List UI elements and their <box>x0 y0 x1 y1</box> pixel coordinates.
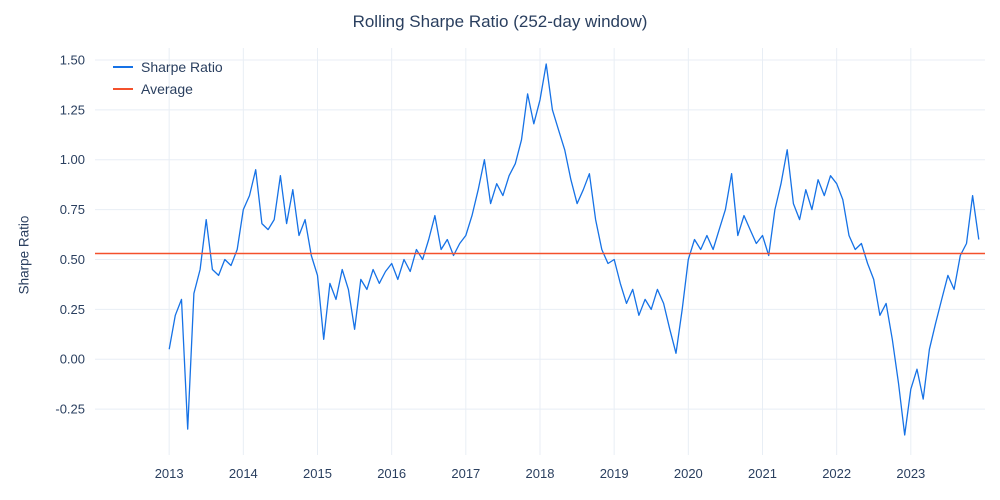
legend-label-average: Average <box>141 81 193 97</box>
x-tick-label: 2013 <box>155 466 184 481</box>
x-tick-label: 2021 <box>748 466 777 481</box>
x-tick-label: 2018 <box>526 466 555 481</box>
x-tick-label: 2017 <box>451 466 480 481</box>
y-tick-label: 1.50 <box>60 52 85 67</box>
y-tick-label: 0.25 <box>60 302 85 317</box>
legend-item-average[interactable]: Average <box>113 78 223 100</box>
y-tick-label: 0.75 <box>60 202 85 217</box>
average-line-swatch <box>113 88 133 90</box>
x-tick-label: 2019 <box>600 466 629 481</box>
y-tick-label: 0.00 <box>60 352 85 367</box>
legend-label-sharpe-ratio: Sharpe Ratio <box>141 59 223 75</box>
sharpe-ratio-line <box>168 63 980 436</box>
x-tick-label: 2022 <box>822 466 851 481</box>
y-axis-label: Sharpe Ratio <box>16 215 32 295</box>
gridlines <box>95 48 985 455</box>
legend: Sharpe Ratio Average <box>113 56 223 100</box>
legend-item-sharpe-ratio[interactable]: Sharpe Ratio <box>113 56 223 78</box>
y-tick-label: -0.25 <box>55 402 85 417</box>
x-tick-label: 2016 <box>377 466 406 481</box>
x-tick-label: 2014 <box>229 466 258 481</box>
sharpe-line-swatch <box>113 66 133 68</box>
chart-title: Rolling Sharpe Ratio (252-day window) <box>352 12 648 31</box>
x-tick-label: 2015 <box>303 466 332 481</box>
tick-labels: -0.25 0.00 0.25 0.50 0.75 1.00 1.25 1.50 2013 201… <box>55 52 925 481</box>
y-tick-label: 1.25 <box>60 102 85 117</box>
y-tick-label: 1.00 <box>60 152 85 167</box>
x-tick-label: 2023 <box>896 466 925 481</box>
y-tick-label: 0.50 <box>60 252 85 267</box>
x-tick-label: 2020 <box>674 466 703 481</box>
